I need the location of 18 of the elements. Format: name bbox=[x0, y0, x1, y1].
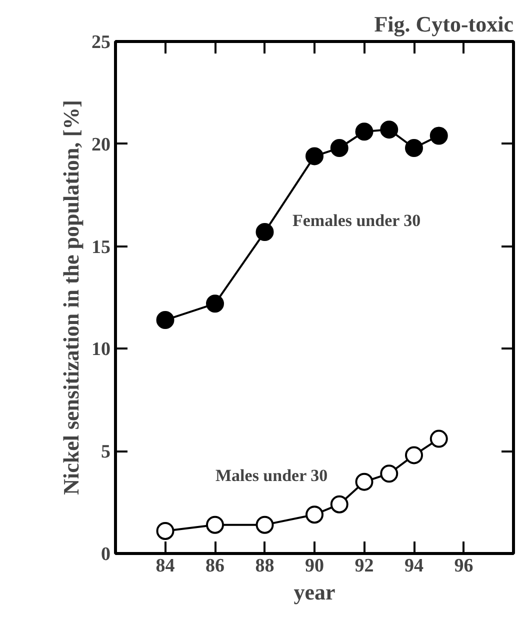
annotation: Males under 30 bbox=[216, 466, 328, 485]
y-tick-label: 20 bbox=[92, 134, 110, 156]
chart-title: Fig. Cyto-toxic bbox=[374, 12, 514, 36]
x-tick-label: 94 bbox=[404, 556, 424, 576]
x-tick-label: 96 bbox=[454, 556, 474, 576]
x-tick-label: 92 bbox=[354, 556, 374, 576]
y-tick-label: 5 bbox=[101, 442, 110, 463]
x-tick-label: 88 bbox=[255, 556, 274, 576]
x-tick-label: 86 bbox=[206, 556, 224, 576]
x-tick-label: 90 bbox=[305, 556, 324, 576]
y-tick-label: 0 bbox=[101, 544, 110, 565]
x-axis-title: year bbox=[294, 580, 336, 604]
x-tick-label: 84 bbox=[156, 556, 176, 576]
annotation: Females under 30 bbox=[292, 211, 421, 230]
y-tick-label: 10 bbox=[92, 339, 110, 360]
y-tick-label: 25 bbox=[92, 32, 110, 53]
y-tick-label: 15 bbox=[92, 236, 110, 258]
y-axis-title: Nickel sensitization in the population, [%] bbox=[58, 100, 84, 495]
